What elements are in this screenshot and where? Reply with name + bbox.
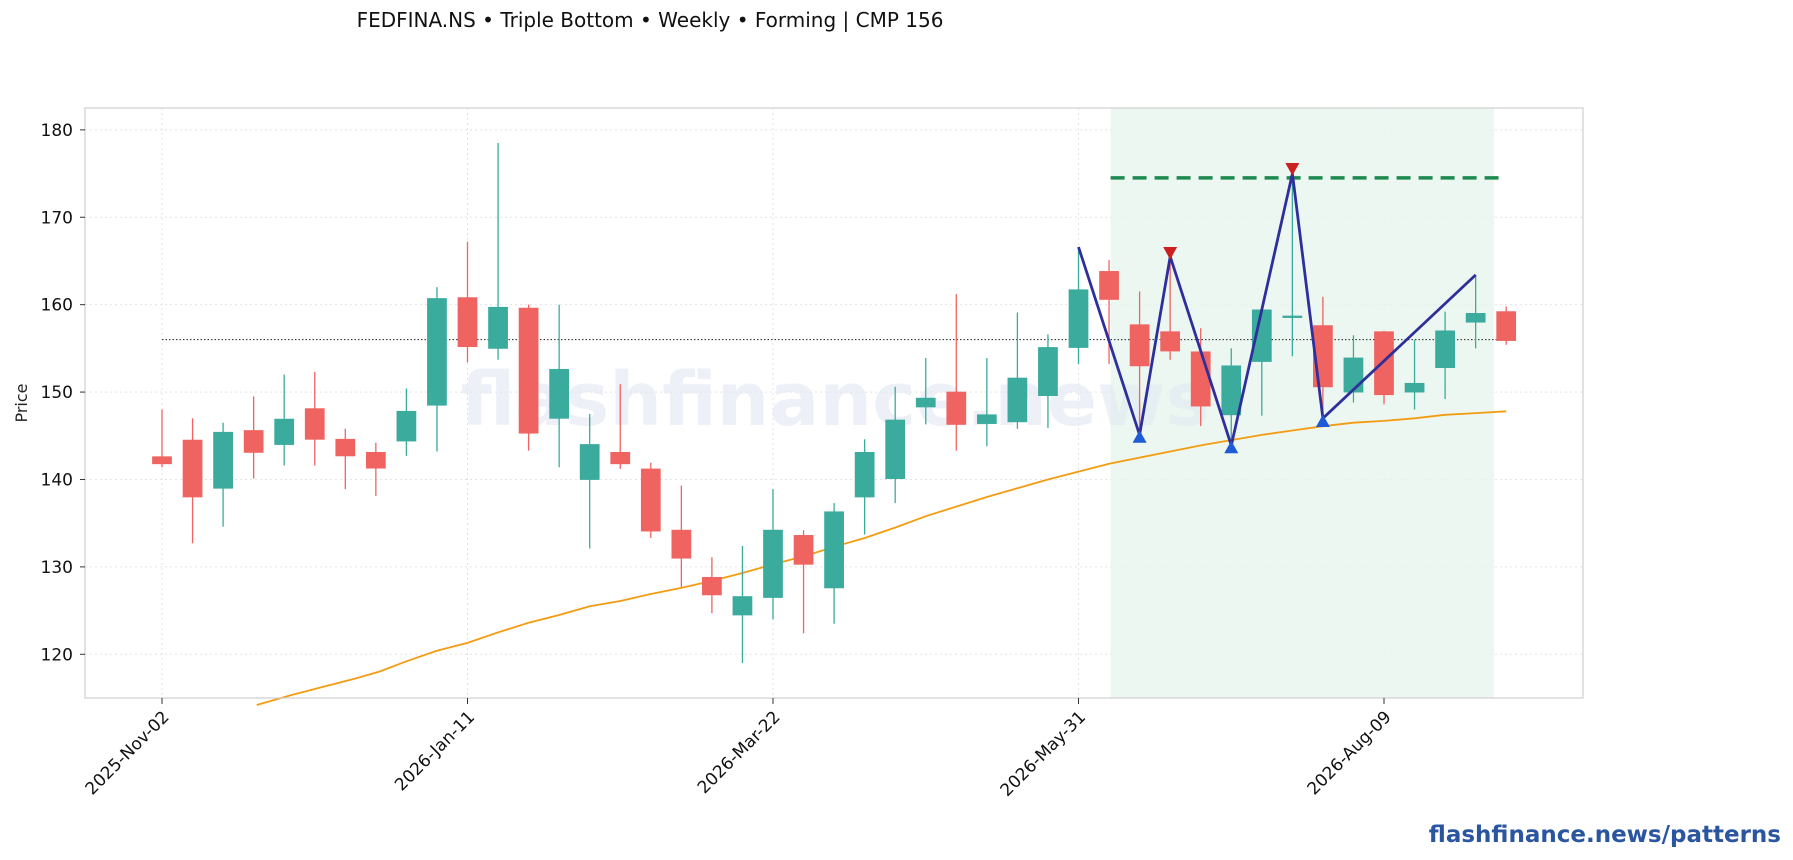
candle-body [579, 444, 600, 480]
watermark: flashfinance.news [460, 357, 1209, 443]
candle-body [549, 368, 570, 419]
candle-body [671, 529, 692, 559]
candle-body [1496, 311, 1517, 341]
chart-title: FEDFINA.NS • Triple Bottom • Weekly • Fo… [356, 8, 944, 32]
footer-link[interactable]: flashfinance.news/patterns [1428, 822, 1781, 848]
candle-body [1221, 365, 1242, 416]
candle-body [365, 451, 386, 469]
candle-body [915, 397, 936, 408]
candle-body [152, 456, 172, 465]
x-tick-label: 2026-Jan-11 [391, 707, 479, 795]
candle-body [1129, 324, 1150, 367]
x-tick-label: 2026-Aug-09 [1304, 707, 1396, 799]
candle-body [793, 535, 814, 565]
candle-body [1343, 357, 1364, 393]
candle-body [1160, 331, 1181, 352]
candle-body [702, 576, 722, 596]
candle-body [1404, 382, 1425, 393]
candle-body [396, 410, 417, 442]
candle-body [488, 306, 508, 349]
candle-body [427, 298, 447, 406]
candle-body [976, 414, 997, 424]
plot-frame [84, 107, 1584, 699]
candles [152, 142, 1517, 664]
candle-body [274, 418, 295, 445]
y-tick-label: 170 [41, 208, 73, 228]
pattern-markers [1132, 163, 1330, 454]
candle-body [610, 451, 631, 465]
candle-body [304, 408, 325, 440]
candle-body [1465, 313, 1486, 323]
x-axis: 2025-Nov-02 2026-Jan-11 2026-Mar-22 2026-Ma… [82, 698, 1396, 801]
peak-marker [1285, 163, 1300, 176]
peak-marker [1163, 246, 1178, 260]
candle-body [335, 438, 356, 457]
candle-body [854, 451, 875, 498]
candle-body [1282, 315, 1303, 318]
candle-body [640, 468, 661, 532]
moving-average-line [256, 410, 1507, 706]
y-tick-label: 130 [41, 558, 73, 578]
trough-marker [1132, 430, 1147, 443]
candle-body [1068, 289, 1089, 348]
candle-body [243, 430, 264, 453]
candle-body [763, 529, 783, 598]
x-tick-label: 2026-Mar-22 [694, 707, 785, 798]
trough-marker [1224, 440, 1239, 454]
x-tick-label: 2025-Nov-02 [82, 707, 174, 799]
candle-body [1190, 351, 1211, 407]
y-tick-label: 120 [41, 645, 73, 665]
candle-body [1038, 347, 1058, 396]
candle-body [732, 596, 753, 616]
candle-body [1007, 377, 1028, 423]
candle-body [518, 307, 539, 434]
candle-body [182, 439, 203, 498]
pattern-zone [1110, 108, 1494, 698]
candle-body [213, 431, 233, 489]
candle-body [946, 391, 967, 425]
y-tick-label: 140 [41, 470, 73, 490]
y-tick-label: 160 [41, 296, 73, 316]
y-tick-label: 180 [41, 121, 73, 141]
y-tick-label: 150 [41, 383, 73, 403]
candle-body [457, 297, 478, 348]
candle-body [824, 511, 844, 589]
candle-body [885, 419, 906, 480]
candle-body [1099, 271, 1119, 300]
candle-body [1374, 331, 1394, 396]
trough-marker [1315, 414, 1330, 428]
candle-body [1435, 330, 1455, 368]
y-axis-label: Price [12, 383, 31, 422]
x-tick-label: 2026-May-31 [997, 707, 1090, 800]
y-axis: 120 130 140 150 160 170 180 [41, 121, 85, 665]
